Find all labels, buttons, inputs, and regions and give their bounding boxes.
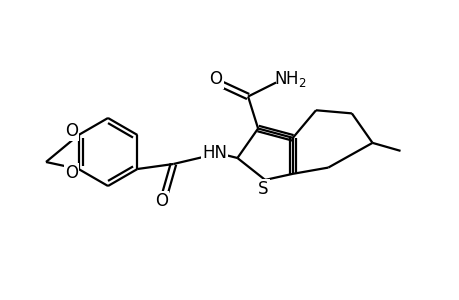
Text: NH$_2$: NH$_2$ [273, 68, 306, 88]
Text: O: O [209, 70, 222, 88]
Text: HN: HN [202, 144, 226, 162]
Text: S: S [257, 180, 268, 198]
Text: O: O [65, 164, 78, 182]
Text: O: O [155, 192, 168, 210]
Text: O: O [65, 122, 78, 140]
